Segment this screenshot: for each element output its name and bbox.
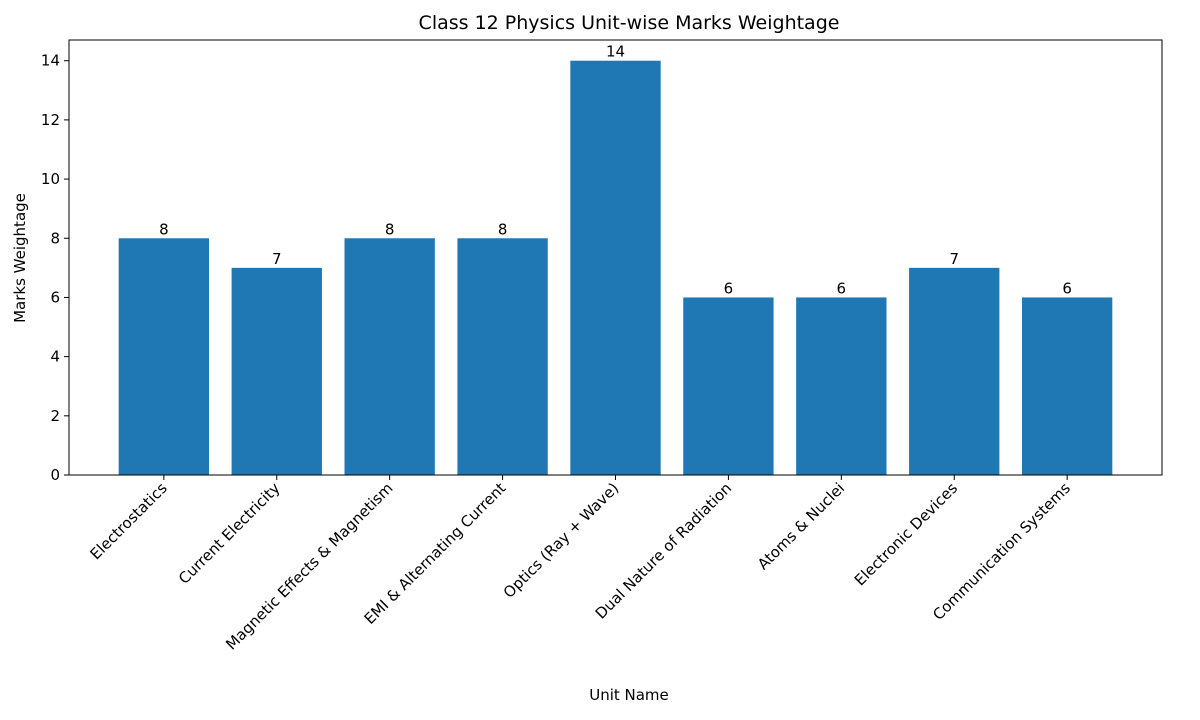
data-label: 6 bbox=[1062, 279, 1072, 297]
y-tick-label: 0 bbox=[50, 466, 60, 484]
y-axis-label: Marks Weightage bbox=[11, 193, 29, 323]
data-label: 7 bbox=[272, 250, 282, 268]
data-label: 14 bbox=[606, 43, 625, 61]
y-tick-label: 14 bbox=[41, 52, 60, 70]
x-axis-label: Unit Name bbox=[589, 686, 669, 704]
y-tick-label: 4 bbox=[50, 348, 60, 366]
bar bbox=[1021, 297, 1113, 475]
data-label: 8 bbox=[159, 220, 169, 238]
data-label: 8 bbox=[498, 220, 508, 238]
y-tick-label: 8 bbox=[50, 229, 60, 247]
bar bbox=[570, 60, 661, 475]
y-tick-label: 10 bbox=[41, 170, 60, 188]
y-tick-label: 2 bbox=[50, 407, 60, 425]
bar bbox=[909, 267, 1000, 475]
bar bbox=[344, 238, 435, 475]
bar bbox=[796, 297, 887, 475]
data-label: 6 bbox=[724, 279, 734, 297]
y-tick-label: 6 bbox=[50, 288, 60, 306]
data-label: 6 bbox=[837, 279, 847, 297]
bar bbox=[683, 297, 774, 475]
data-label: 8 bbox=[385, 220, 395, 238]
bar bbox=[118, 238, 210, 475]
chart-title: Class 12 Physics Unit-wise Marks Weighta… bbox=[419, 12, 840, 34]
bar bbox=[457, 238, 548, 475]
y-tick-label: 12 bbox=[41, 111, 60, 129]
data-label: 7 bbox=[949, 250, 959, 268]
bar bbox=[231, 267, 322, 475]
plot-frame bbox=[68, 39, 1163, 476]
